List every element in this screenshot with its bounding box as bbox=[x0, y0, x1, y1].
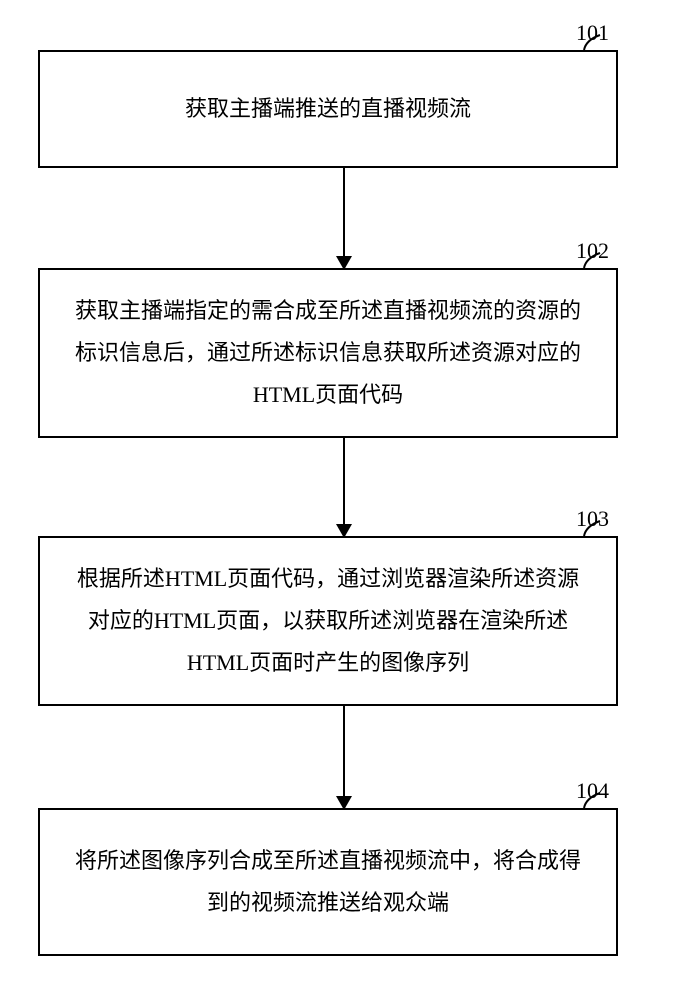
flow-step-1-text: 获取主播端推送的直播视频流 bbox=[185, 88, 471, 130]
flow-step-3: 根据所述HTML页面代码，通过浏览器渲染所述资源对应的HTML页面，以获取所述浏… bbox=[38, 536, 618, 706]
flowchart-canvas: 获取主播端推送的直播视频流 101 获取主播端指定的需合成至所述直播视频流的资源… bbox=[0, 0, 687, 1000]
flow-step-4: 将所述图像序列合成至所述直播视频流中，将合成得到的视频流推送给观众端 bbox=[38, 808, 618, 956]
flow-step-2-label: 102 bbox=[576, 238, 609, 264]
flow-step-2: 获取主播端指定的需合成至所述直播视频流的资源的标识信息后，通过所述标识信息获取所… bbox=[38, 268, 618, 438]
flow-step-3-label: 103 bbox=[576, 506, 609, 532]
flow-step-3-text: 根据所述HTML页面代码，通过浏览器渲染所述资源对应的HTML页面，以获取所述浏… bbox=[68, 558, 588, 683]
flow-step-4-label: 104 bbox=[576, 778, 609, 804]
flow-step-4-text: 将所述图像序列合成至所述直播视频流中，将合成得到的视频流推送给观众端 bbox=[68, 840, 588, 924]
arrow-2-3-stem bbox=[343, 438, 345, 524]
flow-step-2-text: 获取主播端指定的需合成至所述直播视频流的资源的标识信息后，通过所述标识信息获取所… bbox=[68, 290, 588, 415]
flow-step-1: 获取主播端推送的直播视频流 bbox=[38, 50, 618, 168]
arrow-3-4-stem bbox=[343, 706, 345, 796]
flow-step-1-label: 101 bbox=[576, 20, 609, 46]
arrow-1-2-stem bbox=[343, 168, 345, 256]
